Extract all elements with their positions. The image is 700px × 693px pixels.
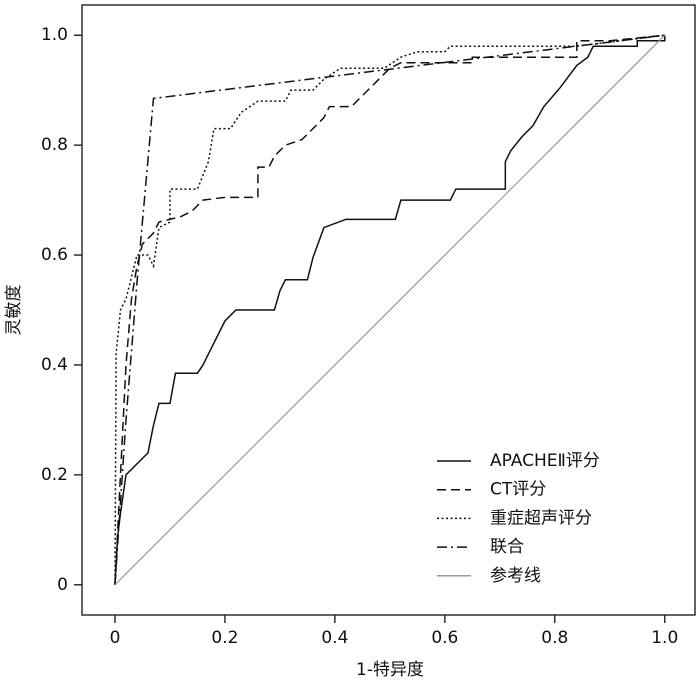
y-tick-label: 1.0 bbox=[41, 25, 68, 45]
x-tick-label: 0.2 bbox=[211, 628, 238, 648]
x-tick-label: 0.8 bbox=[541, 628, 568, 648]
x-tick-label: 0 bbox=[110, 628, 121, 648]
x-tick-label: 1.0 bbox=[651, 628, 678, 648]
legend-label: 重症超声评分 bbox=[490, 508, 592, 528]
legend-label: APACHEⅡ评分 bbox=[490, 451, 600, 471]
y-tick-label: 0.6 bbox=[41, 245, 68, 265]
x-axis-label: 1-特异度 bbox=[356, 660, 424, 680]
y-tick-label: 0 bbox=[57, 575, 68, 595]
roc-line bbox=[114, 34, 665, 585]
x-tick-label: 0.4 bbox=[321, 628, 348, 648]
roc-line bbox=[114, 34, 666, 586]
y-axis-label: 灵敏度 bbox=[4, 285, 24, 336]
legend-label: 参考线 bbox=[490, 566, 541, 586]
y-tick-label: 0.8 bbox=[41, 135, 68, 155]
y-tick-label: 0.4 bbox=[41, 355, 68, 375]
y-tick-label: 0.2 bbox=[41, 465, 68, 485]
roc-line bbox=[114, 34, 665, 585]
plot-frame bbox=[81, 4, 696, 616]
roc-line bbox=[114, 35, 666, 585]
legend-label: CT评分 bbox=[490, 480, 546, 500]
x-tick-label: 0.6 bbox=[431, 628, 458, 648]
legend-label: 联合 bbox=[490, 537, 524, 557]
